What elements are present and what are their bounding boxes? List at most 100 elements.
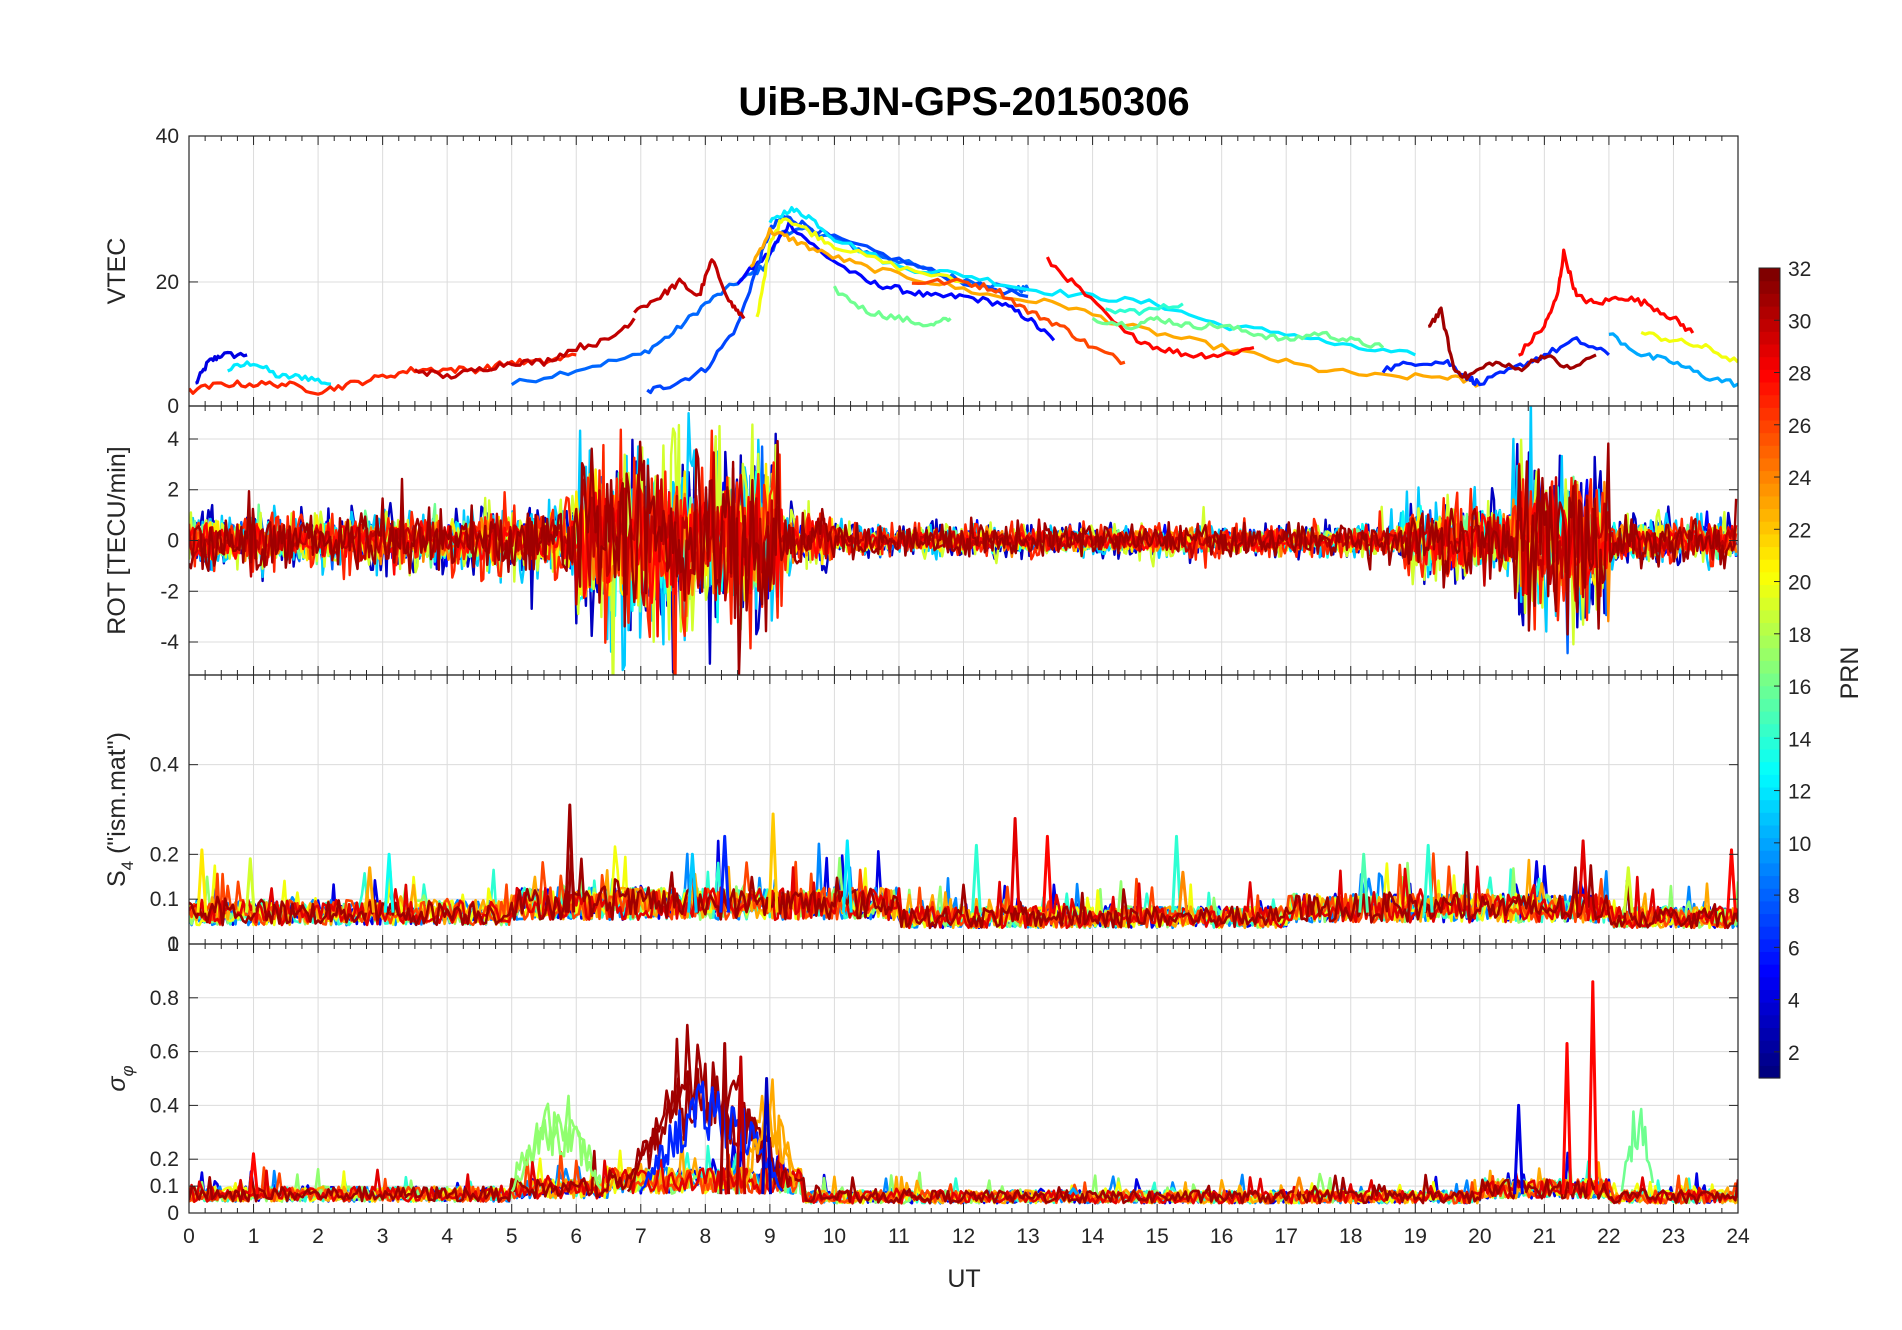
- colorbar-swatch: [1759, 268, 1780, 282]
- panel-3: 0.1 0.2 0.4 0 S4 ("ism.mat"): [103, 674, 1739, 956]
- colorbar-swatch: [1759, 280, 1780, 294]
- colorbar-swatch: [1759, 533, 1780, 548]
- peak-prn-31: [564, 803, 576, 913]
- colorbar-tick-label: 24: [1788, 467, 1812, 490]
- colorbar-swatch: [1759, 913, 1780, 927]
- colorbar-swatch: [1759, 457, 1780, 472]
- colorbar-swatch: [1759, 356, 1780, 370]
- x-tick-label: 12: [952, 1225, 975, 1248]
- vtec-series-prn-16: [1091, 315, 1385, 349]
- x-tick-label: 14: [1081, 1225, 1105, 1248]
- peak-prn-11: [687, 852, 698, 913]
- colorbar-swatch: [1759, 1052, 1780, 1066]
- y-tick-label: 0.4: [150, 1094, 180, 1117]
- y-tick-label: 20: [156, 271, 179, 294]
- colorbar-swatch: [1759, 685, 1780, 699]
- vtec-series-prn-20: [1640, 330, 1738, 364]
- colorbar-swatch: [1759, 888, 1780, 902]
- rot-series-prn-31: [189, 439, 1738, 675]
- x-tick-label: 15: [1145, 1225, 1168, 1248]
- colorbar-swatch: [1759, 976, 1780, 991]
- colorbar-swatch: [1759, 812, 1780, 826]
- peak-prn-22: [767, 812, 779, 913]
- y-axis-label: S4 ("ism.mat"): [103, 732, 137, 887]
- colorbar-swatch: [1759, 305, 1780, 320]
- colorbar-swatch: [1759, 635, 1780, 649]
- colorbar-tick-label: 26: [1788, 415, 1811, 438]
- peak-prn-24: [1293, 1176, 1305, 1195]
- colorbar-swatch: [1759, 483, 1780, 497]
- colorbar-swatch: [1759, 407, 1780, 421]
- y-tick-label: 0.2: [150, 843, 179, 866]
- colorbar-tick-label: 2: [1788, 1042, 1800, 1065]
- x-tick-label: 19: [1404, 1225, 1427, 1248]
- grid: [188, 944, 1739, 1214]
- colorbar-swatch: [1759, 343, 1780, 358]
- colorbar-tick-label: 20: [1788, 572, 1811, 595]
- hump-prn-23: [742, 1104, 796, 1192]
- y-tick-label: 0: [167, 395, 179, 418]
- colorbar-swatch: [1759, 559, 1780, 573]
- colorbar-swatch: [1759, 1065, 1780, 1079]
- x-tick-label: 8: [699, 1225, 711, 1248]
- y-tick-label: 0.2: [150, 1148, 179, 1171]
- colorbar-swatch: [1759, 850, 1780, 864]
- colorbar-tick-label: 28: [1788, 363, 1811, 386]
- trace-prn-31: [189, 1023, 1738, 1205]
- data-traces: [189, 406, 1738, 675]
- colorbar-swatch: [1759, 1027, 1780, 1041]
- colorbar-swatch: [1759, 698, 1780, 712]
- hump-prn-17: [510, 1111, 602, 1193]
- vtec-series-prn-16: [832, 285, 952, 328]
- colorbar-swatch: [1759, 951, 1780, 965]
- colorbar-tick-label: 16: [1788, 676, 1811, 699]
- colorbar-tick-label: 8: [1788, 885, 1800, 908]
- vtec-series-prn-4: [195, 350, 248, 385]
- colorbar-swatch: [1759, 445, 1780, 459]
- rot-series-prn-30: [189, 451, 1737, 607]
- colorbar-tick-label: 4: [1788, 990, 1800, 1013]
- y-tick-label: 0.6: [150, 1041, 179, 1064]
- x-tick-label: 20: [1468, 1225, 1491, 1248]
- peak-prn-15: [1358, 852, 1369, 913]
- vtec-series-prn-26: [911, 277, 1126, 366]
- peak-prn-12: [842, 839, 853, 913]
- vtec-series-prn-30: [414, 317, 636, 380]
- y-axis-label: VTEC: [103, 238, 131, 305]
- colorbar-swatch: [1759, 748, 1780, 763]
- peak-prn-3: [761, 1077, 772, 1195]
- y-tick-label: 1: [167, 933, 179, 956]
- peak-prn-29: [1009, 817, 1021, 913]
- peak-prn-14: [971, 843, 982, 913]
- trace-prn-31: [189, 850, 1738, 930]
- data-traces: [189, 803, 1738, 930]
- colorbar-swatch: [1759, 584, 1780, 598]
- x-tick-label: 6: [570, 1225, 582, 1248]
- colorbar-swatch: [1759, 736, 1780, 750]
- x-tick-label: 2: [312, 1225, 324, 1248]
- x-tick-label: 10: [823, 1225, 846, 1248]
- x-tick-label: 24: [1726, 1225, 1750, 1248]
- peak-prn-28: [1726, 848, 1737, 913]
- colorbar-label: PRN: [1836, 647, 1864, 700]
- trace-prn-29: [189, 865, 1738, 930]
- colorbar-swatch: [1759, 964, 1780, 978]
- colorbar-tick-label: 10: [1788, 833, 1811, 856]
- colorbar-swatch: [1759, 369, 1780, 383]
- colorbar-swatch: [1759, 837, 1780, 851]
- peak-prn-14: [1422, 843, 1434, 913]
- peak-prn-6: [719, 834, 731, 913]
- y-tick-label: 0.1: [150, 888, 179, 911]
- peak-prn-24: [1177, 870, 1189, 913]
- colorbar-swatch: [1759, 710, 1780, 725]
- colorbar-frame: [1758, 267, 1781, 1079]
- colorbar-swatch: [1759, 394, 1780, 408]
- x-tick-label: 3: [377, 1225, 389, 1248]
- vtec-series-prn-14: [1105, 302, 1184, 316]
- x-tick-label: 23: [1662, 1225, 1685, 1248]
- peak-prn-30: [735, 1055, 747, 1195]
- colorbar-swatch: [1759, 609, 1780, 623]
- peak-prn-10: [1068, 1187, 1079, 1196]
- peak-prn-28: [1587, 980, 1599, 1195]
- colorbar-tick-label: 32: [1788, 258, 1811, 281]
